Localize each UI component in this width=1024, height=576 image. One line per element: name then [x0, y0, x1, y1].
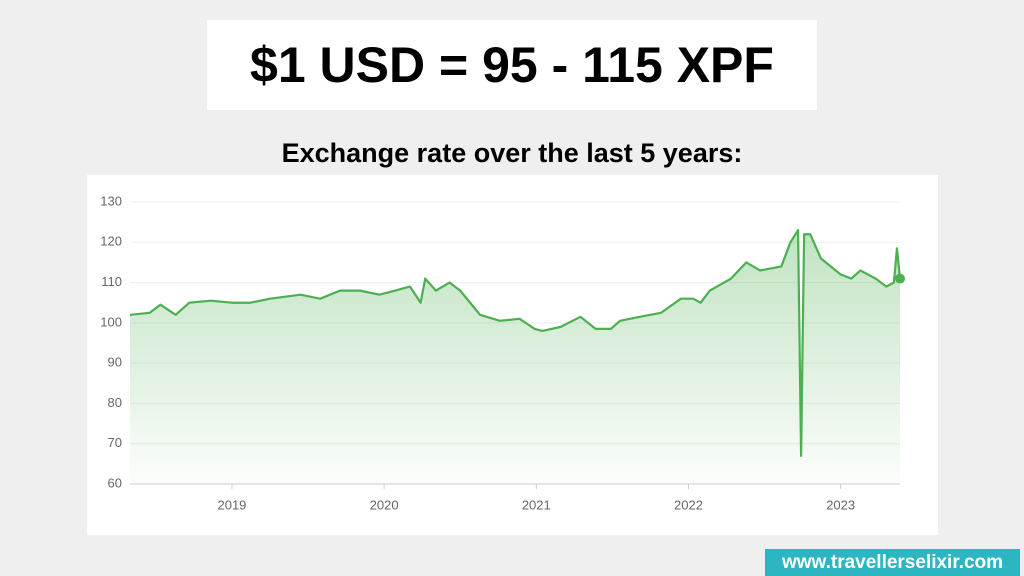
- x-tick-label: 2023: [826, 497, 855, 512]
- x-tick-label: 2021: [522, 497, 551, 512]
- watermark: www.travellerselixir.com: [765, 549, 1020, 576]
- line: [129, 229, 902, 457]
- y-tick-label: 120: [100, 234, 122, 249]
- x-tick-label: 2022: [674, 497, 703, 512]
- x-tick-label: 2020: [370, 497, 399, 512]
- y-tick-label: 110: [101, 274, 122, 289]
- x-tick-label: 2019: [217, 497, 246, 512]
- y-tick-label: 130: [100, 193, 122, 208]
- y-tick-label: 70: [108, 435, 122, 450]
- y-tick-label: 60: [108, 475, 122, 490]
- subtitle: Exchange rate over the last 5 years:: [281, 138, 743, 168]
- y-tick-label: 80: [108, 395, 122, 410]
- y-tick-label: 90: [108, 355, 122, 370]
- end-point: [895, 273, 905, 284]
- y-tick-label: 100: [100, 314, 122, 329]
- chart: 60 70 80 90 100 110 120 130 2019 2020 2021 2022 2023: [87, 175, 938, 535]
- headline: $1 USD = 95 - 115 XPF: [207, 20, 817, 110]
